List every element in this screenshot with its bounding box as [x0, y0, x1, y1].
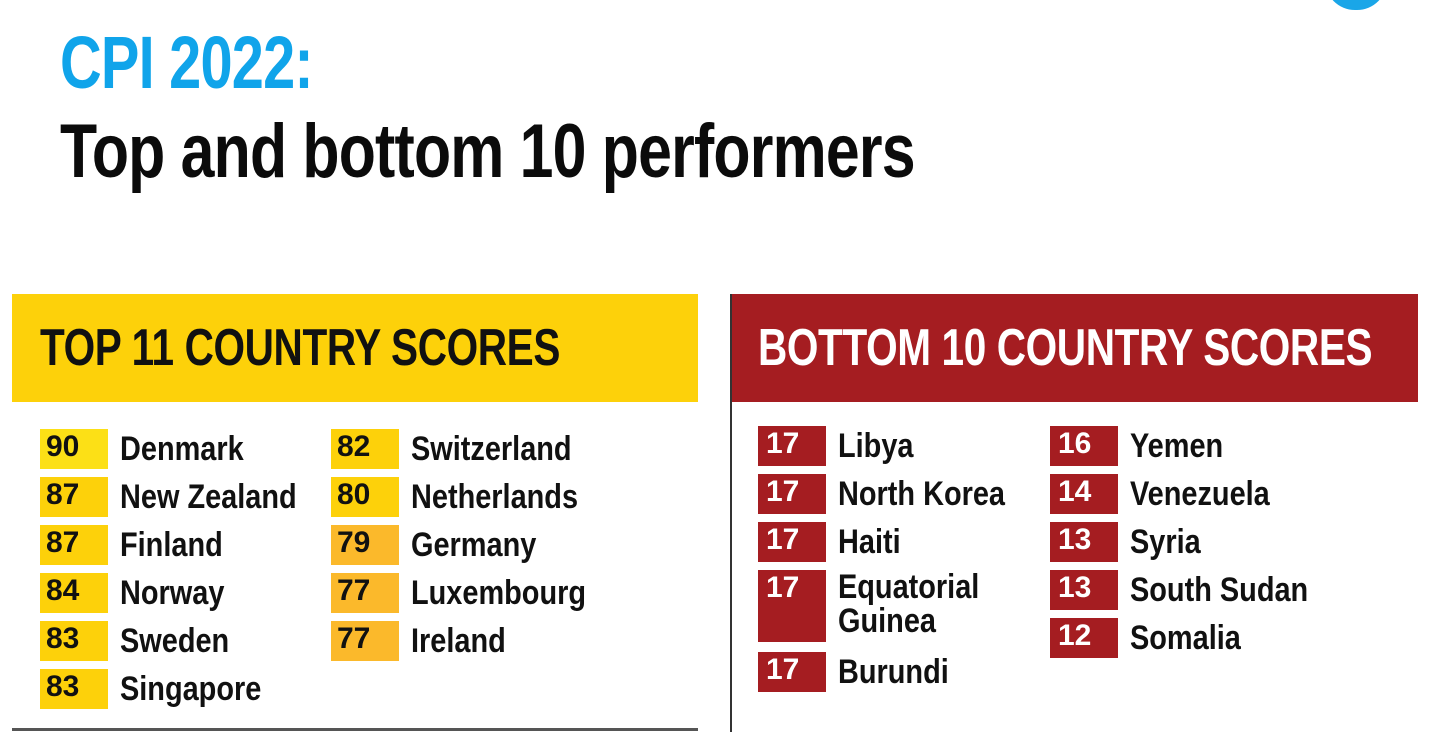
score-badge: 84	[40, 573, 108, 613]
country-name: Norway	[120, 574, 225, 612]
score-badge: 77	[331, 573, 399, 613]
list-item: 13 Syria	[1050, 522, 1213, 562]
list-item: 16 Yemen	[1050, 426, 1240, 466]
country-name: Singapore	[120, 670, 262, 708]
list-item: 87 New Zealand	[40, 477, 328, 517]
list-item: 14 Venezuela	[1050, 474, 1294, 514]
list-item: 80 Netherlands	[331, 477, 608, 517]
top-panel-heading: TOP 11 COUNTRY SCORES	[40, 319, 561, 377]
title-line-1: CPI 2022:	[60, 21, 314, 104]
country-name: Germany	[411, 526, 537, 564]
list-item: 12 Somalia	[1050, 618, 1260, 658]
score-badge: 87	[40, 477, 108, 517]
score-badge: 83	[40, 669, 108, 709]
score-badge: 17	[758, 570, 826, 642]
list-item: 17 Equatorial Guinea	[758, 570, 1028, 642]
score-badge: 82	[331, 429, 399, 469]
list-item: 17 Libya	[758, 426, 927, 466]
score-badge: 17	[758, 652, 826, 692]
score-badge: 17	[758, 474, 826, 514]
bottom-panel-header: BOTTOM 10 COUNTRY SCORES	[730, 294, 1418, 402]
country-name: Ireland	[411, 622, 506, 660]
list-item: 13 South Sudan	[1050, 570, 1340, 610]
bottom-scores-panel: BOTTOM 10 COUNTRY SCORES 17 Libya 17 Nor…	[730, 294, 1418, 732]
country-name: Libya	[838, 427, 914, 465]
country-name: Sweden	[120, 622, 230, 660]
list-item: 79 Germany	[331, 525, 558, 565]
list-item: 17 Haiti	[758, 522, 912, 562]
country-name: Denmark	[120, 430, 244, 468]
score-badge: 79	[331, 525, 399, 565]
score-badge: 87	[40, 525, 108, 565]
country-name: Finland	[120, 526, 223, 564]
list-item: 87 Finland	[40, 525, 241, 565]
country-name: Luxembourg	[411, 574, 587, 612]
list-item: 17 North Korea	[758, 474, 1034, 514]
score-badge: 14	[1050, 474, 1118, 514]
list-item: 84 Norway	[40, 573, 243, 613]
bottom-panel-left-rule	[730, 294, 732, 732]
corner-badge	[1325, 0, 1387, 10]
country-name: Switzerland	[411, 430, 572, 468]
score-badge: 13	[1050, 522, 1118, 562]
country-name: Venezuela	[1130, 475, 1270, 513]
country-name: North Korea	[838, 475, 1005, 513]
country-name: South Sudan	[1130, 571, 1309, 609]
score-badge: 13	[1050, 570, 1118, 610]
bottom-panel-heading: BOTTOM 10 COUNTRY SCORES	[758, 319, 1373, 377]
score-badge: 90	[40, 429, 108, 469]
list-item: 77 Luxembourg	[331, 573, 617, 613]
country-name: New Zealand	[120, 478, 297, 516]
score-badge: 17	[758, 426, 826, 466]
country-name: Somalia	[1130, 619, 1241, 657]
title-line-2: Top and bottom 10 performers	[60, 109, 916, 194]
country-name: Yemen	[1130, 427, 1224, 465]
country-name: Haiti	[838, 523, 901, 561]
list-item: 83 Singapore	[40, 669, 286, 709]
country-name: Burundi	[838, 653, 949, 691]
top-panel-bottom-rule	[12, 728, 698, 731]
list-item: 82 Switzerland	[331, 429, 600, 469]
top-panel-header: TOP 11 COUNTRY SCORES	[12, 294, 698, 402]
score-badge: 80	[331, 477, 399, 517]
score-badge: 77	[331, 621, 399, 661]
country-name: Netherlands	[411, 478, 579, 516]
country-name: Syria	[1130, 523, 1201, 561]
score-badge: 12	[1050, 618, 1118, 658]
score-badge: 17	[758, 522, 826, 562]
country-name: Equatorial Guinea	[838, 568, 980, 640]
list-item: 77 Ireland	[331, 621, 522, 661]
list-item: 83 Sweden	[40, 621, 248, 661]
top-scores-panel: TOP 11 COUNTRY SCORES 90 Denmark 87 New …	[12, 294, 698, 732]
score-badge: 16	[1050, 426, 1118, 466]
list-item: 17 Burundi	[758, 652, 968, 692]
score-badge: 83	[40, 621, 108, 661]
list-item: 90 Denmark	[40, 429, 266, 469]
